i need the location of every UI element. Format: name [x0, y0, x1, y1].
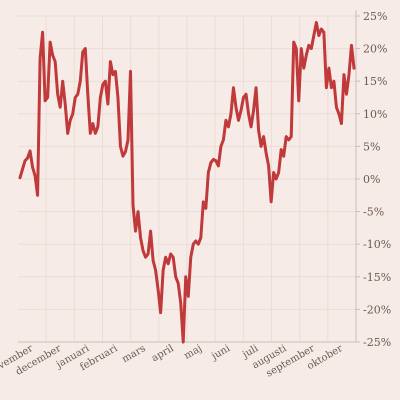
y-tick-label: 15% [363, 75, 387, 88]
axes [18, 10, 360, 343]
y-tick-label: 25% [363, 10, 387, 23]
y-tick-label: 5% [363, 140, 380, 153]
y-tick-labels: 25% 20% 15% 10% 5% 0% -5% -10% -15% -20% -25% [363, 10, 391, 349]
y-tick-label: 10% [363, 108, 387, 121]
y-tick-label: -20% [363, 303, 391, 316]
y-tick-label: -5% [363, 206, 384, 219]
y-tick-label: -25% [363, 336, 391, 349]
y-tick-label: 0% [363, 173, 380, 186]
y-tick-label: -10% [363, 238, 391, 251]
y-tick-label: -15% [363, 271, 391, 284]
x-tick-label: april [150, 343, 176, 364]
series-line [18, 21, 356, 344]
x-tick-label: juni [209, 343, 232, 363]
y-tick-label: 20% [363, 43, 387, 56]
x-tick-label: maj [182, 343, 204, 362]
x-tick-label: mars [120, 343, 147, 365]
series-layer [18, 21, 356, 344]
